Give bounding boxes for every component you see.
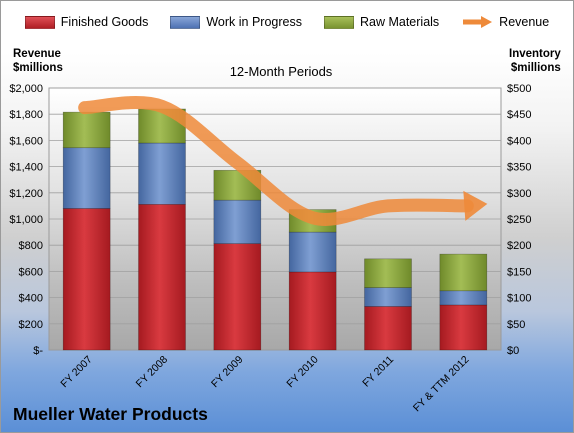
right-tick-label: $50 <box>507 319 525 331</box>
right-axis-title-line2: $millions <box>510 62 561 74</box>
category-label: FY 2010 <box>284 354 321 391</box>
left-axis-title-line1: Revenue <box>13 48 61 60</box>
left-axis-title-line2: $millions <box>13 62 63 74</box>
right-tick-label: $450 <box>507 109 531 121</box>
legend-item-finished-goods: Finished Goods <box>24 15 149 29</box>
left-tick-label: $1,800 <box>9 109 43 121</box>
bar-finished-goods <box>288 271 337 351</box>
legend-arrow-revenue <box>463 16 493 28</box>
category-label: FY 2008 <box>134 354 171 391</box>
right-tick-label: $300 <box>507 188 531 200</box>
legend: Finished Goods Work in Progress Raw Mate… <box>1 15 573 29</box>
chart-subtitle: 12-Month Periods <box>229 64 333 79</box>
bar-work-in-progress <box>439 290 488 306</box>
bar-finished-goods <box>138 204 186 351</box>
left-tick-label: $600 <box>19 266 43 278</box>
bar-raw-materials <box>439 253 488 292</box>
legend-label-work-in-progress: Work in Progress <box>206 15 302 29</box>
right-tick-label: $100 <box>507 293 531 305</box>
legend-item-raw-materials: Raw Materials <box>323 15 440 29</box>
left-tick-label: $800 <box>19 240 43 252</box>
legend-label-revenue: Revenue <box>499 15 550 29</box>
right-tick-label: $150 <box>507 266 531 278</box>
legend-swatch-finished-goods <box>24 15 55 29</box>
left-tick-label: $2,000 <box>9 83 43 95</box>
right-axis-title-line1: Inventory <box>509 48 561 60</box>
left-tick-label: $1,400 <box>9 162 43 174</box>
bar-finished-goods <box>364 306 412 351</box>
bar-work-in-progress <box>138 142 186 205</box>
bar-finished-goods <box>213 243 262 351</box>
bar-work-in-progress <box>213 199 262 244</box>
legend-swatch-raw-materials <box>323 15 354 29</box>
left-tick-label: $200 <box>19 319 43 331</box>
bar-work-in-progress <box>364 287 412 307</box>
right-tick-label: $250 <box>507 214 531 226</box>
right-tick-label: $0 <box>507 345 519 357</box>
category-label: FY 2009 <box>209 354 246 391</box>
legend-label-finished-goods: Finished Goods <box>60 15 149 29</box>
legend-label-raw-materials: Raw Materials <box>359 15 440 29</box>
right-tick-label: $350 <box>507 162 531 174</box>
company-name: Mueller Water Products <box>13 404 208 424</box>
left-tick-label: $1,600 <box>9 135 43 147</box>
legend-swatch-work-in-progress <box>170 15 201 29</box>
legend-item-work-in-progress: Work in Progress <box>170 15 302 29</box>
bar-finished-goods <box>62 208 111 351</box>
left-axis-title: Revenue $millions <box>13 47 63 75</box>
left-tick-label: $- <box>33 345 43 357</box>
revenue-arrowhead <box>463 190 488 221</box>
left-tick-label: $400 <box>19 293 43 305</box>
left-tick-label: $1,200 <box>9 188 43 200</box>
bar-finished-goods <box>439 304 488 351</box>
bar-raw-materials <box>364 258 412 288</box>
bar-work-in-progress <box>62 147 111 209</box>
right-tick-label: $500 <box>507 83 531 95</box>
category-label: FY 2011 <box>360 354 396 390</box>
category-label: FY 2007 <box>58 354 95 391</box>
revenue-line <box>78 96 474 226</box>
bar-work-in-progress <box>288 231 337 273</box>
right-tick-label: $400 <box>507 135 531 147</box>
right-tick-label: $200 <box>507 240 531 252</box>
bar-raw-materials <box>62 111 111 149</box>
left-tick-label: $1,000 <box>9 214 43 226</box>
category-label: FY & TTM 2012 <box>411 354 472 415</box>
legend-item-revenue: Revenue <box>461 15 549 29</box>
right-axis-title: Inventory $millions <box>509 47 561 75</box>
